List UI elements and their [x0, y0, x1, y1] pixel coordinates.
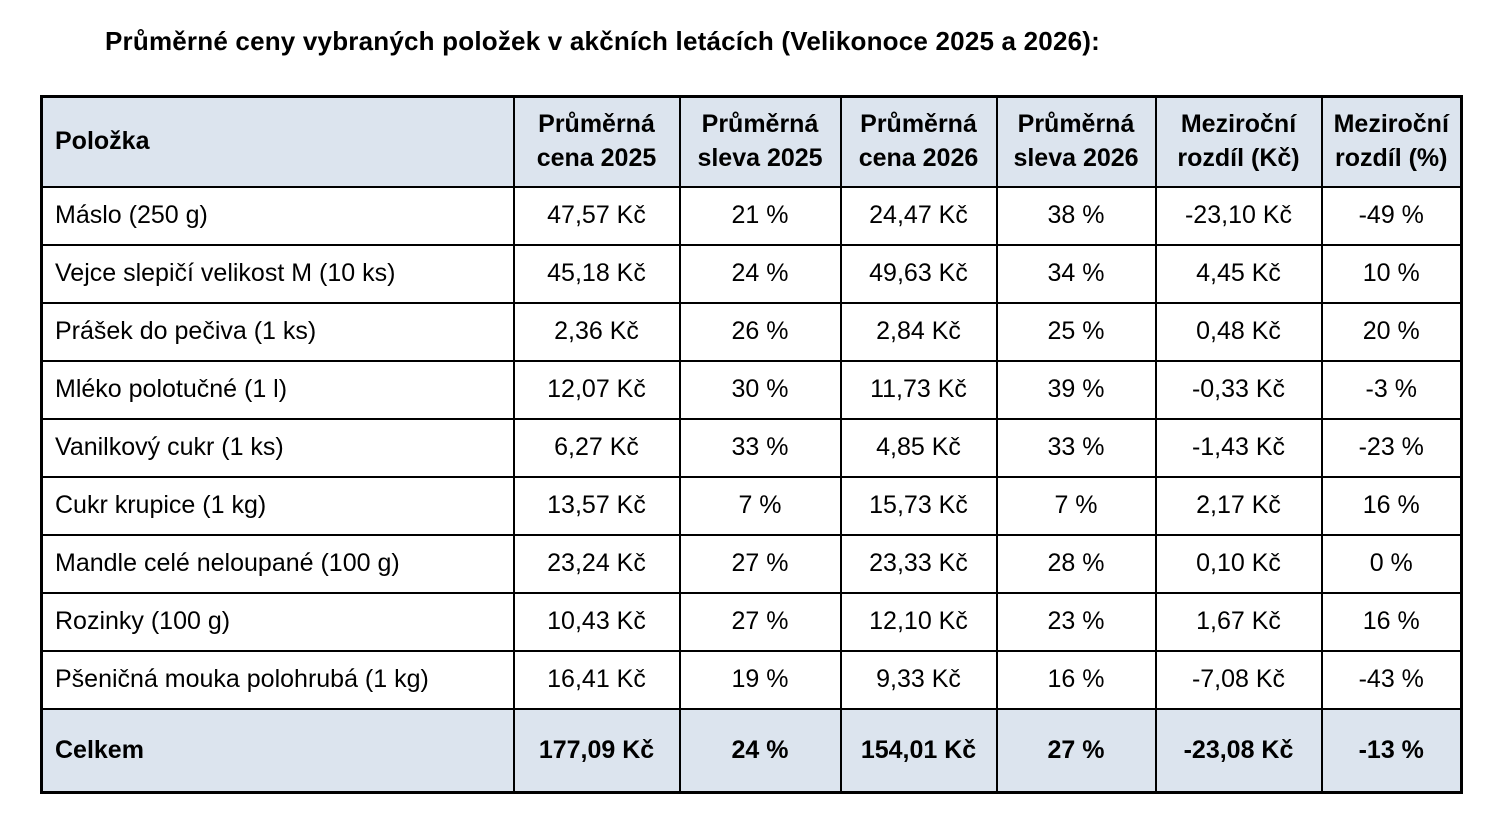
- item-cell: Prášek do pečiva (1 ks): [40, 301, 515, 362]
- page-title: Průměrné ceny vybraných položek v akčníc…: [105, 26, 1100, 56]
- value-cell: 6,27 Kč: [512, 417, 681, 478]
- value-cell: 25 %: [995, 301, 1157, 362]
- value-cell: 16,41 Kč: [512, 649, 681, 710]
- item-cell: Pšeničná mouka polohrubá (1 kg): [40, 649, 515, 710]
- footer-value-cell: 177,09 Kč: [512, 707, 681, 794]
- header-cell-polozka: Položka: [40, 95, 515, 188]
- header-cell-prumerna-cena-2025: Průměrná cena 2025: [512, 95, 681, 188]
- value-cell: 10,43 Kč: [512, 591, 681, 652]
- item-cell: Vejce slepičí velikost M (10 ks): [40, 243, 515, 304]
- value-cell: 7 %: [678, 475, 842, 536]
- value-cell: -23,10 Kč: [1154, 185, 1323, 246]
- value-cell: 21 %: [678, 185, 842, 246]
- value-cell: 13,57 Kč: [512, 475, 681, 536]
- header-cell-prumerna-sleva-2025: Průměrná sleva 2025: [678, 95, 842, 188]
- table-row: Pšeničná mouka polohrubá (1 kg) 16,41 Kč…: [40, 649, 1463, 710]
- table-row: Prášek do pečiva (1 ks) 2,36 Kč 26 % 2,8…: [40, 301, 1463, 362]
- item-cell: Mléko polotučné (1 l): [40, 359, 515, 420]
- value-cell: 23,24 Kč: [512, 533, 681, 594]
- item-cell: Vanilkový cukr (1 ks): [40, 417, 515, 478]
- value-cell: -23 %: [1320, 417, 1463, 478]
- value-cell: 12,10 Kč: [839, 591, 998, 652]
- value-cell: 4,85 Kč: [839, 417, 998, 478]
- price-table: Položka Průměrná cena 2025 Průměrná slev…: [40, 95, 1463, 794]
- value-cell: 23 %: [995, 591, 1157, 652]
- item-cell: Rozinky (100 g): [40, 591, 515, 652]
- value-cell: 0,48 Kč: [1154, 301, 1323, 362]
- footer-value-cell: -13 %: [1320, 707, 1463, 794]
- table-row: Cukr krupice (1 kg) 13,57 Kč 7 % 15,73 K…: [40, 475, 1463, 536]
- value-cell: 24 %: [678, 243, 842, 304]
- table-row: Máslo (250 g) 47,57 Kč 21 % 24,47 Kč 38 …: [40, 185, 1463, 246]
- value-cell: 27 %: [678, 533, 842, 594]
- header-cell-mezirocni-rozdil-pct: Meziroční rozdíl (%): [1320, 95, 1463, 188]
- table-row: Vanilkový cukr (1 ks) 6,27 Kč 33 % 4,85 …: [40, 417, 1463, 478]
- value-cell: 11,73 Kč: [839, 359, 998, 420]
- value-cell: 20 %: [1320, 301, 1463, 362]
- table-row: Rozinky (100 g) 10,43 Kč 27 % 12,10 Kč 2…: [40, 591, 1463, 652]
- value-cell: 0,10 Kč: [1154, 533, 1323, 594]
- header-cell-prumerna-sleva-2026: Průměrná sleva 2026: [995, 95, 1157, 188]
- value-cell: 7 %: [995, 475, 1157, 536]
- value-cell: 4,45 Kč: [1154, 243, 1323, 304]
- value-cell: 10 %: [1320, 243, 1463, 304]
- value-cell: 2,36 Kč: [512, 301, 681, 362]
- table-row: Mléko polotučné (1 l) 12,07 Kč 30 % 11,7…: [40, 359, 1463, 420]
- item-cell: Mandle celé neloupané (100 g): [40, 533, 515, 594]
- value-cell: 16 %: [995, 649, 1157, 710]
- value-cell: -43 %: [1320, 649, 1463, 710]
- footer-value-cell: 27 %: [995, 707, 1157, 794]
- footer-label-cell: Celkem: [40, 707, 515, 794]
- value-cell: 24,47 Kč: [839, 185, 998, 246]
- value-cell: 39 %: [995, 359, 1157, 420]
- value-cell: -49 %: [1320, 185, 1463, 246]
- value-cell: -3 %: [1320, 359, 1463, 420]
- value-cell: 34 %: [995, 243, 1157, 304]
- table-header-row: Položka Průměrná cena 2025 Průměrná slev…: [40, 95, 1463, 188]
- value-cell: 1,67 Kč: [1154, 591, 1323, 652]
- value-cell: 15,73 Kč: [839, 475, 998, 536]
- value-cell: 12,07 Kč: [512, 359, 681, 420]
- value-cell: 16 %: [1320, 475, 1463, 536]
- table-row: Mandle celé neloupané (100 g) 23,24 Kč 2…: [40, 533, 1463, 594]
- value-cell: 19 %: [678, 649, 842, 710]
- value-cell: 33 %: [995, 417, 1157, 478]
- value-cell: 33 %: [678, 417, 842, 478]
- header-cell-mezirocni-rozdil-kc: Meziroční rozdíl (Kč): [1154, 95, 1323, 188]
- header-cell-prumerna-cena-2026: Průměrná cena 2026: [839, 95, 998, 188]
- value-cell: 38 %: [995, 185, 1157, 246]
- value-cell: 9,33 Kč: [839, 649, 998, 710]
- table-footer-row: Celkem 177,09 Kč 24 % 154,01 Kč 27 % -23…: [40, 707, 1463, 794]
- value-cell: 30 %: [678, 359, 842, 420]
- value-cell: 0 %: [1320, 533, 1463, 594]
- footer-value-cell: -23,08 Kč: [1154, 707, 1323, 794]
- value-cell: 16 %: [1320, 591, 1463, 652]
- value-cell: -7,08 Kč: [1154, 649, 1323, 710]
- item-cell: Máslo (250 g): [40, 185, 515, 246]
- item-cell: Cukr krupice (1 kg): [40, 475, 515, 536]
- footer-value-cell: 24 %: [678, 707, 842, 794]
- value-cell: 47,57 Kč: [512, 185, 681, 246]
- value-cell: 23,33 Kč: [839, 533, 998, 594]
- value-cell: 49,63 Kč: [839, 243, 998, 304]
- value-cell: -1,43 Kč: [1154, 417, 1323, 478]
- table-row: Vejce slepičí velikost M (10 ks) 45,18 K…: [40, 243, 1463, 304]
- value-cell: 2,84 Kč: [839, 301, 998, 362]
- value-cell: 27 %: [678, 591, 842, 652]
- value-cell: 45,18 Kč: [512, 243, 681, 304]
- value-cell: 26 %: [678, 301, 842, 362]
- footer-value-cell: 154,01 Kč: [839, 707, 998, 794]
- value-cell: -0,33 Kč: [1154, 359, 1323, 420]
- value-cell: 2,17 Kč: [1154, 475, 1323, 536]
- value-cell: 28 %: [995, 533, 1157, 594]
